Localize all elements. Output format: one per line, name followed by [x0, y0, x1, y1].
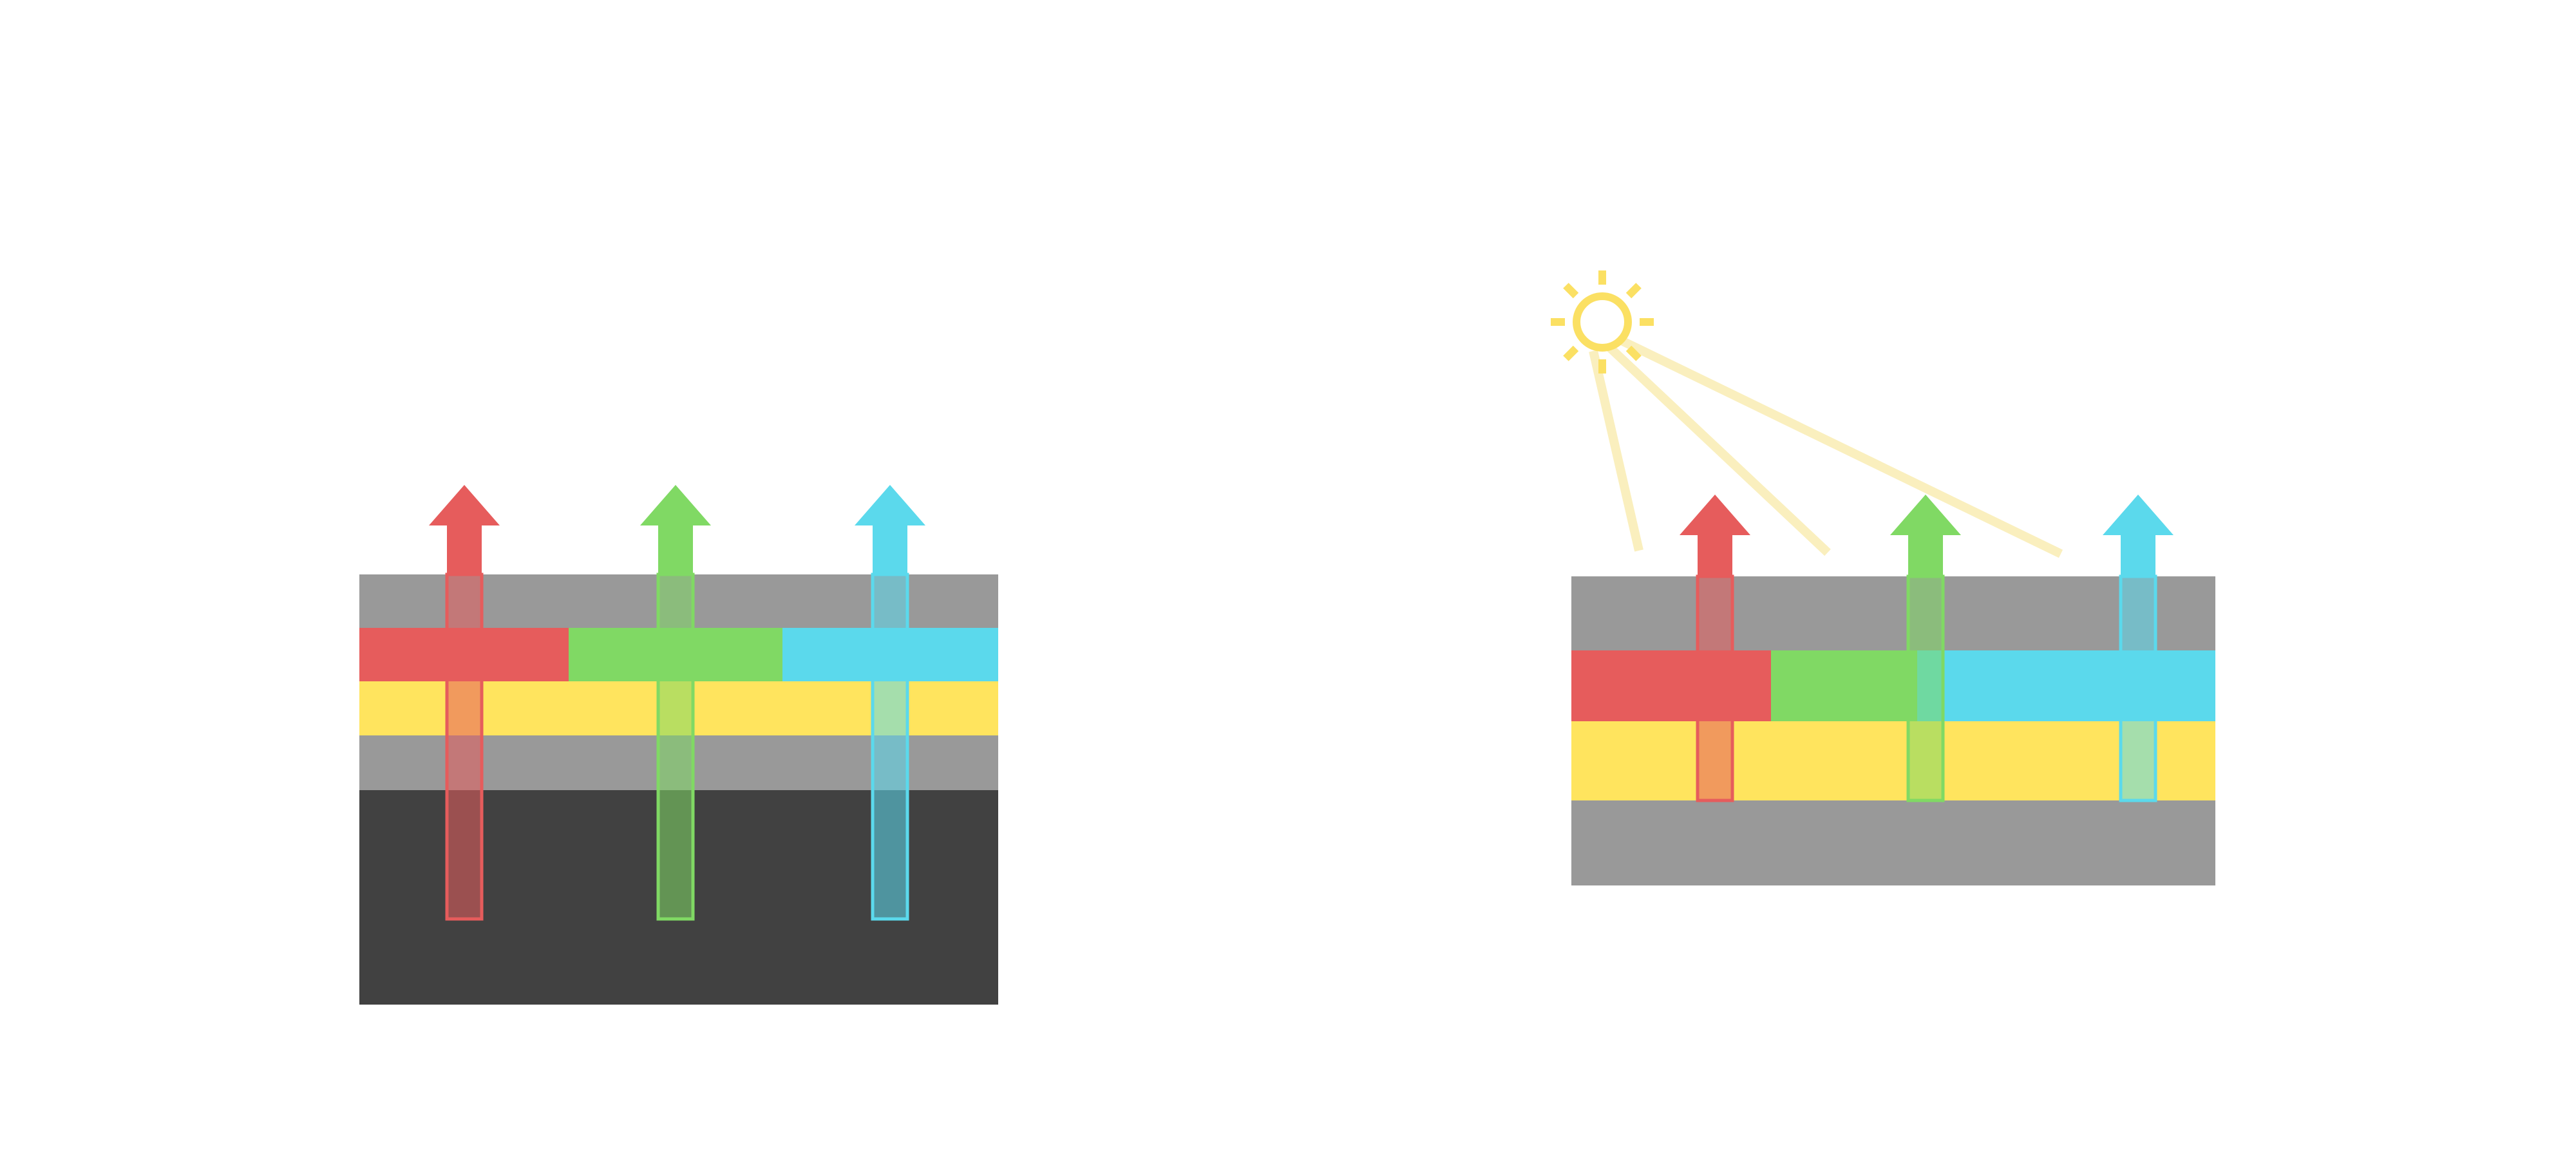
sun-ray-7 [1563, 283, 1579, 299]
light-rays [1589, 337, 2063, 558]
blue-emission-arrow [855, 485, 925, 921]
blue-filter-segment [1917, 650, 2215, 721]
sun-ring [1573, 292, 1632, 352]
sun-ray-1 [1625, 283, 1642, 299]
green-filter-segment [1771, 650, 1917, 721]
sun-icon [1551, 270, 1654, 374]
light-ray-2 [1607, 344, 1831, 556]
arrow-tail-translucent [1906, 574, 1945, 802]
arrow-head-solid [855, 485, 925, 574]
red-filter-segment [1571, 650, 1771, 721]
arrow-tail-translucent [656, 572, 695, 921]
sun-ray-3 [1625, 345, 1642, 361]
arrow-tail-translucent [2119, 574, 2157, 802]
arrow-tail-translucent [445, 572, 484, 921]
green-emission-arrow [640, 485, 711, 921]
arrow-head-solid [1890, 495, 1961, 576]
light-ray-1 [1589, 350, 1643, 552]
red-emission-arrow [429, 485, 500, 921]
arrow-head-solid [640, 485, 711, 574]
arrow-head-solid [429, 485, 500, 574]
top-electrode-layer [1571, 576, 2215, 650]
emission-stack-with-sun [1551, 270, 2215, 885]
light-ray-3 [1620, 337, 2063, 558]
arrow-head-solid [1680, 495, 1750, 576]
arrow-head-solid [2103, 495, 2174, 576]
panels-root [359, 270, 2215, 1005]
green-emission-arrow [1890, 495, 1961, 802]
arrow-tail-translucent [871, 572, 909, 921]
substrate-layer [1571, 800, 2215, 885]
emission-arrows [429, 485, 925, 921]
emission-arrows [1680, 495, 2174, 802]
arrow-tail-translucent [1696, 574, 1734, 802]
layer-stack [1571, 576, 2215, 885]
blue-emission-arrow [2103, 495, 2174, 802]
emissive-layer [1571, 721, 2215, 800]
sun-ray-5 [1563, 345, 1579, 361]
red-emission-arrow [1680, 495, 1750, 802]
emission-stack-no-sun [359, 485, 998, 1005]
color-filter-layer [1571, 650, 2215, 721]
